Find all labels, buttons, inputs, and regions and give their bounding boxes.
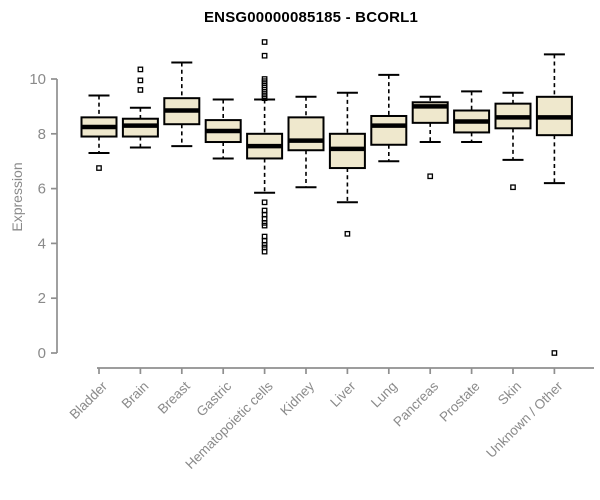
boxplot-liver [328, 91, 366, 237]
y-tick-label: 6 [38, 181, 46, 198]
outlier-point [551, 350, 558, 356]
outlier-point [344, 230, 351, 237]
y-tick-label: 4 [38, 235, 46, 252]
outlier-point [96, 165, 102, 171]
outlier-point [137, 66, 144, 73]
x-category-label-brain: Brain [119, 379, 152, 412]
outlier-point [510, 184, 516, 191]
boxplot-hematopoietic-cells [246, 39, 284, 255]
x-category-label-bladder: Bladder [67, 378, 111, 422]
y-tick-label: 10 [29, 71, 46, 88]
boxplot-lung [370, 73, 408, 163]
x-category-label-lung: Lung [368, 379, 400, 411]
outlier-point [137, 87, 144, 93]
outlier-point [261, 95, 268, 102]
x-category-label-liver: Liver [327, 378, 359, 410]
y-tick-label: 2 [38, 290, 46, 307]
boxplot-pancreas [411, 95, 449, 180]
boxplot-prostate [453, 90, 491, 144]
x-category-label-prostate: Prostate [437, 379, 483, 425]
boxplot-unknown-other [535, 53, 573, 356]
x-category-label-skin: Skin [495, 379, 524, 408]
outlier-point [137, 77, 144, 84]
iqr-box [370, 114, 408, 146]
iqr-box [287, 116, 325, 152]
y-tick-label: 0 [38, 345, 46, 362]
outlier-point [427, 173, 434, 180]
boxplot-skin [494, 91, 532, 191]
boxplot-kidney [287, 95, 325, 189]
boxplot-brain [121, 66, 159, 149]
outlier-point [261, 39, 268, 45]
x-category-label-gastric: Gastric [193, 378, 234, 419]
outlier-point [261, 222, 268, 229]
y-tick-label: 8 [38, 126, 46, 143]
boxplot-breast [163, 61, 201, 148]
x-category-label-unknown-other: Unknown / Other [483, 378, 566, 461]
boxplot-gastric [204, 98, 242, 160]
outlier-point [261, 199, 268, 206]
outlier-point [261, 248, 268, 255]
boxplot-bladder [80, 94, 118, 171]
x-category-label-kidney: Kidney [277, 378, 317, 418]
x-category-label-breast: Breast [155, 378, 193, 416]
outlier-point [261, 52, 268, 59]
x-category-label-pancreas: Pancreas [390, 378, 441, 429]
y-axis: 0 2 4 6 8 10 [29, 71, 58, 362]
chart-title: ENSG00000085185 - BCORL1 [203, 9, 419, 26]
